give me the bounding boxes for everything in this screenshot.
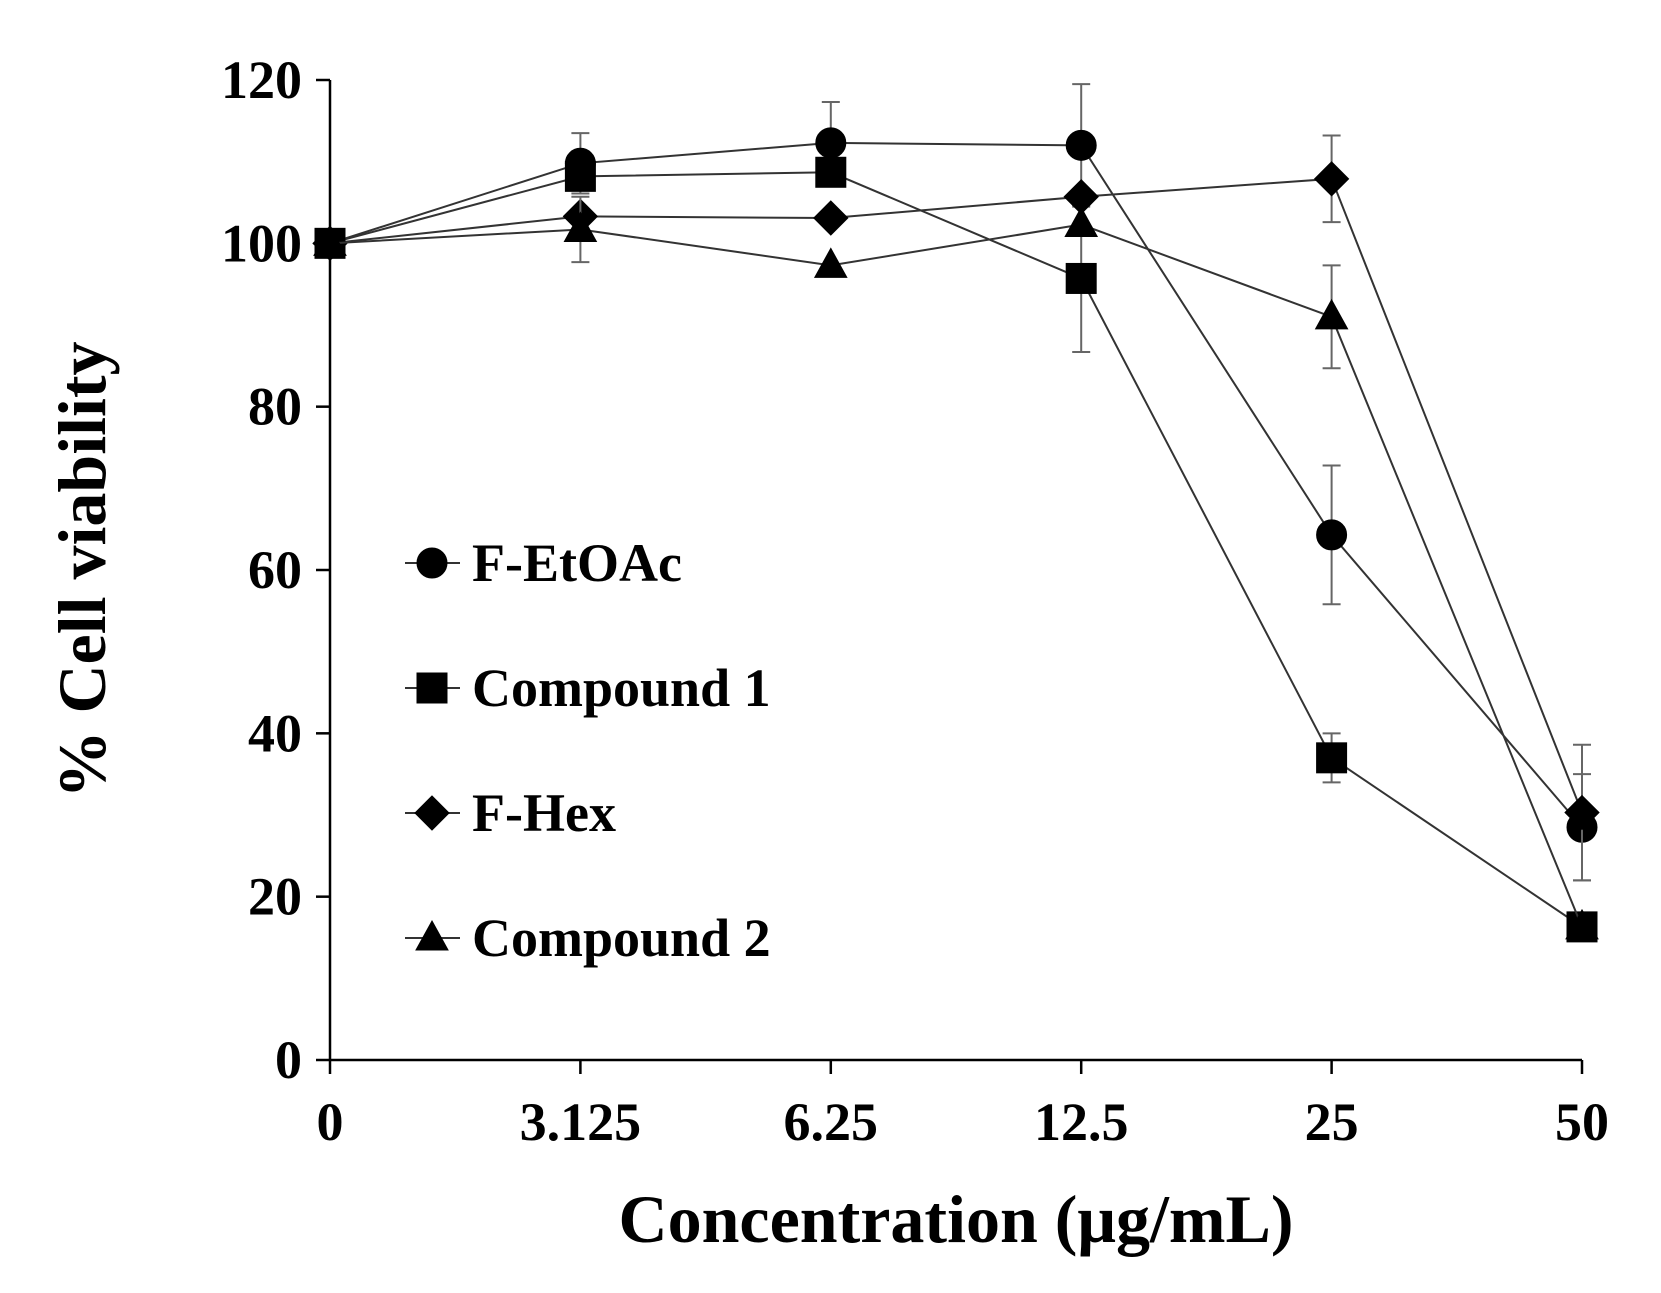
- x-tick-label: 50: [1555, 1092, 1609, 1152]
- legend-label: F-Hex: [472, 783, 616, 843]
- x-tick-label: 0: [317, 1092, 344, 1152]
- x-tick-label: 25: [1305, 1092, 1359, 1152]
- x-tick-label: 6.25: [784, 1092, 879, 1152]
- data-point-compound-1: [1316, 742, 1348, 774]
- y-tick-label: 80: [248, 377, 302, 437]
- series-f-etoac: [314, 83, 1598, 882]
- series-line-f-hex: [329, 177, 1583, 813]
- legend-marker: [415, 919, 449, 951]
- data-point-f-hex: [1313, 161, 1350, 197]
- data-point-f-hex: [1564, 794, 1600, 831]
- data-point-f-etoac: [1065, 129, 1097, 161]
- series-line-compound-2: [329, 223, 1583, 928]
- y-tick-label: 20: [248, 867, 302, 927]
- data-point-compound-1: [564, 160, 596, 192]
- x-axis-title: Concentration (μg/mL): [618, 1181, 1293, 1257]
- y-tick-label: 40: [248, 703, 302, 763]
- data-point-compound-2: [1565, 908, 1599, 940]
- legend-marker: [416, 672, 448, 704]
- data-point-compound-2: [563, 211, 598, 242]
- series-line-compound-1: [329, 171, 1583, 928]
- series-f-hex: [312, 134, 1600, 882]
- legend-marker: [414, 795, 450, 831]
- y-tick-label: 0: [275, 1030, 302, 1090]
- data-point-f-hex: [813, 200, 849, 236]
- data-point-f-etoac: [815, 127, 847, 159]
- series-compound-2: [313, 195, 1599, 940]
- y-tick-label: 60: [248, 540, 302, 600]
- data-point-compound-2: [813, 247, 848, 278]
- y-tick-label: 100: [221, 213, 302, 273]
- legend-label: Compound 2: [472, 908, 771, 968]
- legend-marker: [416, 547, 448, 579]
- data-point-compound-1: [1065, 262, 1097, 294]
- data-point-compound-1: [815, 156, 847, 188]
- axes: 0 20 40 60 80 100 120 0 3.125 6.25 12.5 25 50: [221, 50, 1609, 1152]
- data-point-compound-2: [1064, 206, 1099, 238]
- legend-label: F-EtOAc: [472, 533, 682, 593]
- data-point-f-etoac: [1316, 519, 1348, 551]
- legend: F-EtOAc Compound 1 F-Hex Compound 2: [405, 533, 771, 968]
- y-tick-label: 120: [221, 50, 302, 110]
- data-point-compound-2: [1314, 298, 1349, 330]
- series-line-f-etoac: [329, 141, 1583, 828]
- data-point-compound-2: [313, 225, 347, 256]
- x-tick-label: 3.125: [520, 1092, 642, 1152]
- y-axis-title: % Cell viability: [44, 341, 120, 798]
- series-layer: [312, 83, 1600, 943]
- legend-label: Compound 1: [472, 658, 771, 718]
- x-tick-label: 12.5: [1034, 1092, 1129, 1152]
